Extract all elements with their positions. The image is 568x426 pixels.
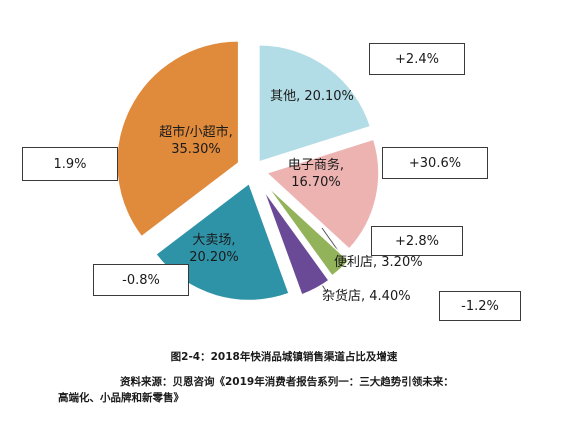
growth-box-convenience: +2.8% bbox=[371, 226, 463, 256]
pie-slice-ecommerce bbox=[265, 138, 380, 251]
growth-box-hypermarket: -0.8% bbox=[93, 264, 189, 296]
pie-slice-convenience-label: 便利店, 3.20% bbox=[334, 255, 423, 270]
growth-box-ecommerce: +30.6% bbox=[382, 147, 488, 179]
pie-slice-other bbox=[258, 44, 372, 163]
growth-box-supermarket: 1.9% bbox=[22, 147, 118, 181]
source-line-1: 资料来源：贝恩咨询《2019年消费者报告系列一：三大趋势引领未来： bbox=[120, 376, 454, 388]
pie-slice-supermarket bbox=[115, 40, 240, 238]
pie-slice-supermarket-label: 超市/小超市, 35.30% bbox=[159, 124, 233, 157]
growth-box-other: +2.4% bbox=[369, 43, 465, 75]
source-line-2: 高端化、小品牌和新零售》 bbox=[58, 392, 184, 404]
pie-slice-other-label: 其他, 20.10% bbox=[270, 89, 354, 104]
growth-box-grocery: -1.2% bbox=[439, 291, 521, 321]
pie-slice-convenience bbox=[265, 184, 350, 277]
source-note: 资料来源：贝恩咨询《2019年消费者报告系列一：三大趋势引领未来： 高端化、小品… bbox=[58, 374, 528, 406]
pie-slice-grocery bbox=[262, 188, 331, 296]
pie-slice-hypermarket-label: 大卖场, 20.20% bbox=[189, 233, 239, 265]
pie-slice-grocery-label: 杂货店, 4.40% bbox=[322, 288, 411, 304]
pie-slice-ecommerce-label: 电子商务, 16.70% bbox=[288, 157, 344, 190]
leader-line-convenience bbox=[321, 227, 340, 253]
figure-caption: 图2-4：2018年快消品城镇销售渠道占比及增速 bbox=[170, 351, 398, 363]
